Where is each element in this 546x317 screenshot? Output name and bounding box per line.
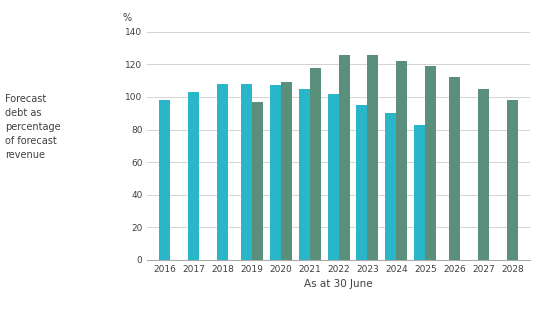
Bar — [270, 86, 281, 260]
Bar — [281, 82, 292, 260]
Bar — [507, 100, 518, 260]
Bar — [478, 89, 489, 260]
Bar — [414, 125, 425, 260]
Bar — [449, 77, 460, 260]
Bar — [217, 84, 228, 260]
Bar — [310, 68, 321, 260]
Bar — [396, 61, 407, 260]
Bar — [357, 105, 367, 260]
Bar — [241, 84, 252, 260]
Bar — [385, 113, 396, 260]
X-axis label: As at 30 June: As at 30 June — [304, 279, 373, 289]
Bar — [159, 100, 170, 260]
Bar — [425, 66, 436, 260]
Bar — [299, 89, 310, 260]
Bar — [339, 55, 349, 260]
Bar — [367, 55, 378, 260]
Bar — [252, 102, 263, 260]
Text: %: % — [123, 13, 132, 23]
Bar — [188, 92, 199, 260]
Text: Forecast
debt as
percentage
of forecast
revenue: Forecast debt as percentage of forecast … — [5, 94, 61, 160]
Bar — [328, 94, 339, 260]
